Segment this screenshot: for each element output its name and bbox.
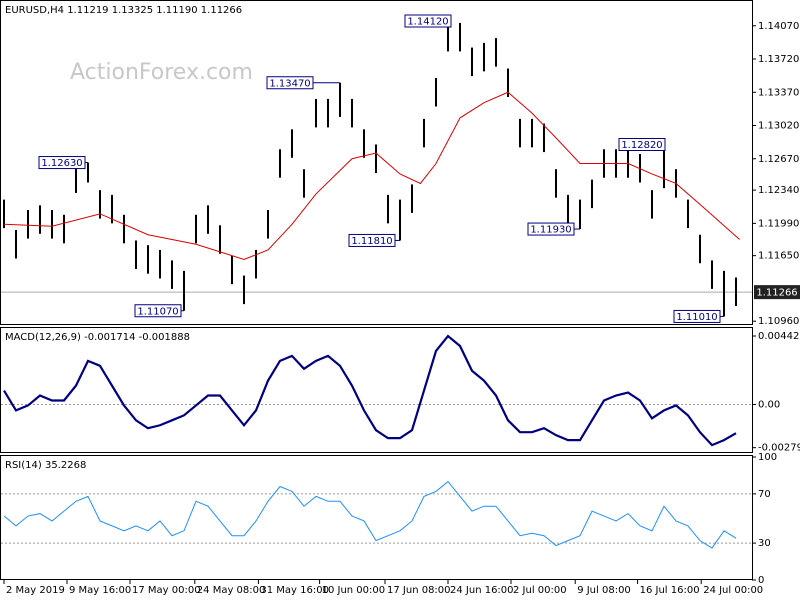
x-tick-label: 24 Jul 00:00 xyxy=(703,585,763,596)
y-tick-label: -0.002795 xyxy=(758,443,800,454)
x-tick-label: 9 Jul 08:00 xyxy=(577,585,631,596)
x-tick-label: 31 May 16:00 xyxy=(260,585,329,596)
x-tick-label: 2 May 2019 xyxy=(6,585,65,596)
y-tick-label: 1.13020 xyxy=(758,121,799,132)
y-tick-label: 1.11650 xyxy=(758,251,799,262)
x-tick-label: 17 May 00:00 xyxy=(132,585,201,596)
annotation-label: 1.11010 xyxy=(676,312,717,323)
annotation-box xyxy=(404,14,452,28)
y-tick-label: 1.12670 xyxy=(758,154,799,165)
annotation-box xyxy=(38,156,86,170)
watermark: ActionForex.com xyxy=(70,60,253,85)
annotation-label: 1.13470 xyxy=(269,78,310,89)
x-tick-label: 16 Jul 16:00 xyxy=(640,585,700,596)
annotation-box xyxy=(527,222,575,236)
annotation-box xyxy=(348,233,396,247)
panel-frame xyxy=(0,0,753,325)
y-tick-label: 30 xyxy=(758,538,771,549)
y-tick-label: 0 xyxy=(758,575,764,586)
x-tick-label: 2 Jul 00:00 xyxy=(513,585,567,596)
x-tick-label: 24 Jun 16:00 xyxy=(450,585,514,596)
panel-frame xyxy=(0,455,753,580)
annotation-label: 1.11070 xyxy=(137,306,178,317)
panel-title: RSI(14) 35.2268 xyxy=(5,460,86,471)
y-tick-label: 1.11990 xyxy=(758,218,799,229)
panel-title: EURUSD,H4 1.11219 1.13325 1.11190 1.1126… xyxy=(5,5,242,16)
annotation-label: 1.11930 xyxy=(530,225,571,236)
x-tick-label: 10 Jun 00:00 xyxy=(322,585,386,596)
moving-average xyxy=(3,91,740,260)
annotation-label: 1.12630 xyxy=(41,158,82,169)
annotation-box xyxy=(134,304,182,318)
x-tick-label: 9 May 16:00 xyxy=(69,585,131,596)
y-tick-label: 1.13370 xyxy=(758,87,799,98)
annotation-box xyxy=(266,76,314,90)
annotation-box xyxy=(673,309,721,323)
x-tick-label: 17 Jun 08:00 xyxy=(387,585,451,596)
panel-title: MACD(12,26,9) -0.001714 -0.001888 xyxy=(5,332,190,343)
annotation-label: 1.12820 xyxy=(621,140,662,151)
annotation-label: 1.11810 xyxy=(351,236,392,247)
x-tick-label: 24 May 08:00 xyxy=(197,585,266,596)
annotation-label: 1.14120 xyxy=(407,17,448,28)
indicator-line xyxy=(3,480,737,549)
panel-frame xyxy=(0,327,753,453)
y-tick-label: 0.00 xyxy=(758,399,780,410)
y-tick-label: 1.13720 xyxy=(758,54,799,65)
y-tick-label: 0.004426 xyxy=(758,331,800,342)
annotation-box xyxy=(618,138,666,151)
y-tick-label: 1.10960 xyxy=(758,316,799,327)
y-tick-label: 70 xyxy=(758,489,771,500)
y-tick-label: 100 xyxy=(758,452,777,463)
last-price-label: 1.11266 xyxy=(756,288,797,299)
indicator-line xyxy=(3,334,737,447)
y-tick-label: 1.12340 xyxy=(758,185,799,196)
y-tick-label: 1.14070 xyxy=(758,21,799,32)
last-price-box xyxy=(754,285,800,300)
